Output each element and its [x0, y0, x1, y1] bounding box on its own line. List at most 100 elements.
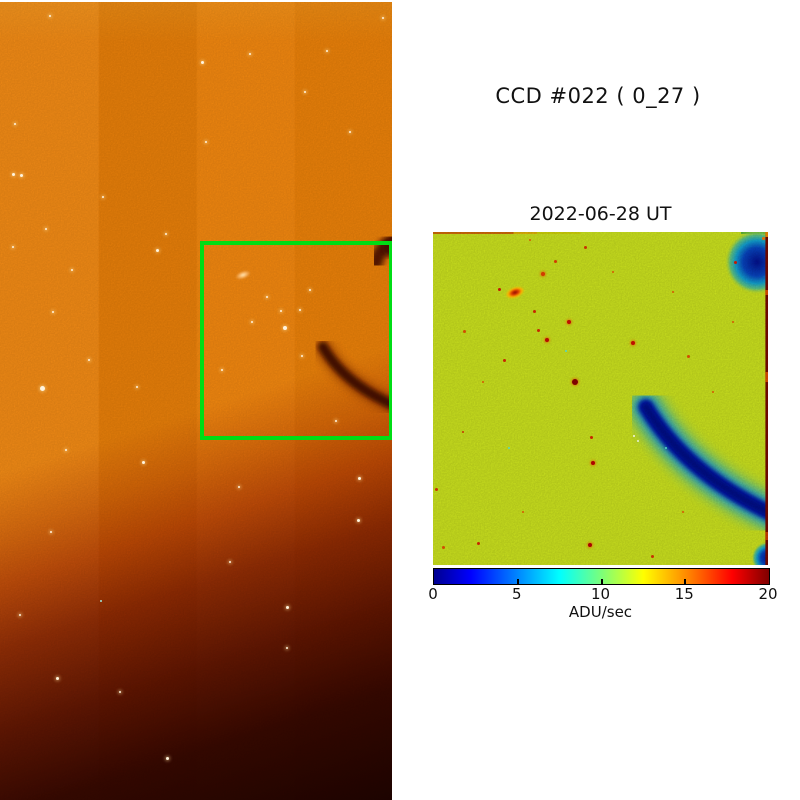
hot-pixel	[589, 435, 593, 439]
hot-pixel	[732, 321, 734, 323]
star	[12, 246, 14, 248]
hot-pixel	[522, 511, 524, 513]
star	[249, 53, 251, 55]
star	[65, 449, 67, 451]
hot-pixel	[529, 239, 531, 241]
star	[165, 756, 169, 760]
star	[100, 600, 102, 602]
star	[119, 691, 121, 693]
hot-pixel	[637, 440, 639, 442]
colorbar-tick	[600, 579, 603, 585]
hot-pixel	[712, 391, 714, 393]
star	[19, 173, 23, 177]
star	[266, 296, 268, 298]
star	[50, 531, 52, 533]
star	[301, 355, 303, 357]
star	[356, 518, 360, 522]
star	[349, 131, 351, 133]
colorbar-tick	[516, 579, 519, 585]
hot-pixel	[583, 245, 587, 249]
star	[88, 359, 90, 361]
star	[299, 309, 301, 311]
hot-pixel	[686, 354, 690, 358]
grain-noise	[433, 232, 768, 565]
hot-pixel	[631, 341, 635, 345]
roi-zoom-overlay	[433, 232, 768, 565]
star	[283, 326, 287, 330]
star	[205, 141, 207, 143]
page-title: CCD #022 ( 0_27 )	[495, 84, 701, 108]
hot-pixel	[532, 309, 536, 313]
hot-pixel	[650, 554, 654, 558]
hot-pixel	[536, 328, 540, 332]
roi-box	[200, 241, 392, 440]
grain-noise	[0, 2, 392, 800]
colorbar-axis-label: ADU/sec	[568, 603, 633, 621]
hot-pixel	[462, 329, 466, 333]
star	[335, 420, 337, 422]
hot-pixel	[567, 320, 571, 324]
hot-pixel	[545, 338, 549, 342]
star	[52, 311, 54, 313]
star	[49, 15, 51, 17]
hot-pixel	[462, 431, 464, 433]
hot-pixel	[508, 447, 510, 449]
hot-pixel	[553, 259, 557, 263]
star	[304, 91, 306, 93]
hot-pixel	[672, 291, 674, 293]
hot-pixel	[541, 272, 545, 276]
star	[136, 386, 138, 388]
hot-pixel	[612, 271, 614, 273]
colorbar-tick	[684, 579, 687, 585]
star	[102, 196, 104, 198]
hot-pixel	[733, 260, 737, 264]
hot-pixel	[633, 435, 635, 437]
hot-pixel	[572, 379, 578, 385]
star	[45, 228, 47, 230]
star	[39, 385, 45, 391]
star	[55, 676, 59, 680]
colorbar-tick-label: 0	[428, 585, 438, 603]
hot-pixel	[502, 358, 506, 362]
star	[326, 50, 328, 52]
star	[165, 233, 167, 235]
colorbar-tick-labels: 0 5 10 15 20	[428, 585, 777, 603]
hot-pixel	[565, 350, 567, 352]
star	[155, 248, 159, 252]
hot-pixel	[476, 541, 480, 545]
colorbar-tick-label: 5	[511, 585, 522, 603]
colorbar-tick-label: 20	[758, 585, 778, 603]
colorbar	[433, 568, 770, 585]
colorbar-tick-label: 15	[674, 585, 694, 603]
star	[200, 60, 204, 64]
hot-pixel	[434, 487, 438, 491]
hot-pixel	[588, 543, 592, 547]
star	[285, 605, 289, 609]
star	[71, 269, 73, 271]
star-field	[0, 2, 392, 800]
ccd-smudge-overlay	[0, 2, 392, 800]
star	[11, 172, 15, 176]
date-label: 2022-06-28 UT	[529, 203, 672, 225]
star	[141, 460, 145, 464]
roi-zoom-image	[433, 232, 768, 565]
hot-pixel	[497, 287, 501, 291]
star	[382, 17, 384, 19]
star	[357, 476, 361, 480]
hot-pixel	[665, 447, 667, 449]
star	[19, 614, 21, 616]
hot-pixel-field	[433, 232, 768, 565]
star	[286, 647, 288, 649]
hot-pixel	[591, 461, 595, 465]
star	[309, 289, 311, 291]
hot-pixel	[682, 511, 684, 513]
star	[14, 123, 16, 125]
star	[238, 486, 240, 488]
hot-pixel	[482, 381, 484, 383]
hot-pixel	[441, 545, 445, 549]
star	[229, 561, 231, 563]
hot-pixel	[761, 236, 765, 240]
star	[251, 321, 253, 323]
star	[280, 310, 282, 312]
